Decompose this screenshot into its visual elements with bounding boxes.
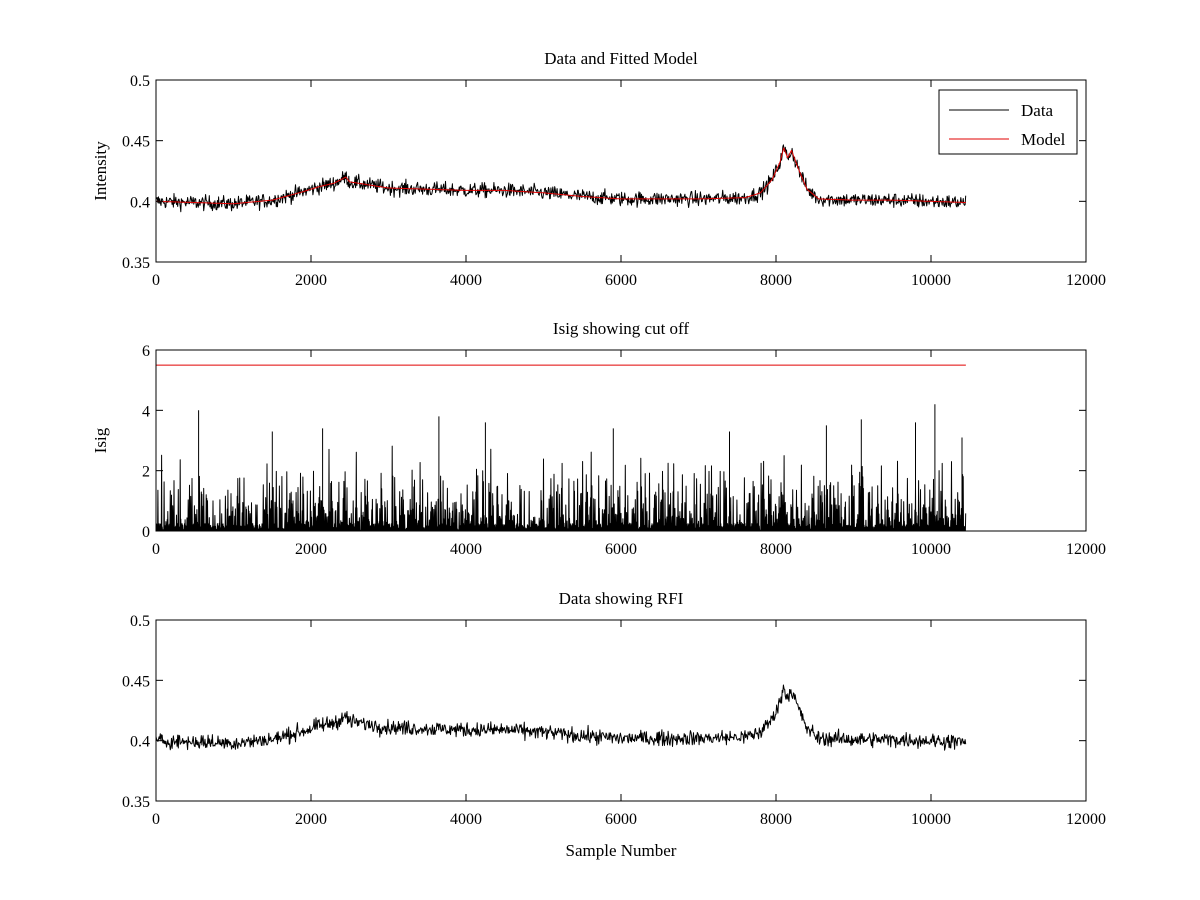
chart-title: Data showing RFI <box>559 589 684 608</box>
y-tick-label: 0.35 <box>122 255 150 272</box>
subplot-2: 0 2000 4000 6000 8000 10000 12000 0 2 4 6 Isig show… <box>91 319 1106 558</box>
x-tick-label: 12000 <box>1066 541 1106 558</box>
x-tick-label: 2000 <box>295 811 327 828</box>
x-tick-label: 0 <box>152 541 160 558</box>
y-tick-label: 4 <box>142 403 150 420</box>
y-axis-label: Intensity <box>91 141 110 201</box>
legend-label-model: Model <box>1021 130 1066 149</box>
x-tick-label: 12000 <box>1066 272 1106 289</box>
x-tick-label: 6000 <box>605 541 637 558</box>
x-tick-label: 0 <box>152 811 160 828</box>
legend-box <box>938 89 1078 155</box>
x-tick-label: 2000 <box>295 541 327 558</box>
x-tick-label: 2000 <box>295 272 327 289</box>
x-tick-label: 8000 <box>760 272 792 289</box>
x-tick-label: 6000 <box>605 272 637 289</box>
y-tick-label: 0.5 <box>130 613 150 630</box>
y-tick-label: 0.45 <box>122 134 150 151</box>
y-tick-label: 0.4 <box>130 194 150 211</box>
x-tick-label: 10000 <box>911 541 951 558</box>
y-tick-label: 2 <box>142 464 150 481</box>
x-tick-label: 12000 <box>1066 811 1106 828</box>
y-tick-label: 0.5 <box>130 73 150 90</box>
series-model <box>156 147 966 205</box>
legend-label-data: Data <box>1021 101 1054 120</box>
x-tick-label: 4000 <box>450 272 482 289</box>
x-tick-label: 10000 <box>911 811 951 828</box>
subplot-1: 0 2000 4000 6000 8000 10000 12000 0.35 0.4 0.45 0.… <box>91 49 1106 289</box>
x-tick-label: 8000 <box>760 811 792 828</box>
subplot-3: 0 2000 4000 6000 8000 10000 12000 0.35 0.4 0.45 0.… <box>122 589 1106 860</box>
plot-area <box>156 364 967 531</box>
x-tick-label: 0 <box>152 272 160 289</box>
chart-title: Isig showing cut off <box>553 319 689 338</box>
y-tick-label: 6 <box>142 343 150 360</box>
series-data <box>156 144 967 213</box>
series-isig <box>156 404 967 531</box>
y-axis-label: Isig <box>91 427 110 453</box>
legend: Data Model <box>938 89 1078 155</box>
y-tick-label: 0 <box>142 524 150 541</box>
y-tick-label: 0.35 <box>122 794 150 811</box>
x-tick-label: 8000 <box>760 541 792 558</box>
chart-title: Data and Fitted Model <box>544 49 698 68</box>
x-tick-label: 4000 <box>450 541 482 558</box>
plot-area <box>156 684 967 751</box>
x-tick-label: 6000 <box>605 811 637 828</box>
y-tick-label: 0.45 <box>122 673 150 690</box>
x-axis-label: Sample Number <box>566 841 677 860</box>
x-tick-label: 10000 <box>911 272 951 289</box>
x-tick-label: 4000 <box>450 811 482 828</box>
series-data <box>156 684 967 751</box>
y-tick-label: 0.4 <box>130 734 150 751</box>
plot-area <box>156 144 967 213</box>
